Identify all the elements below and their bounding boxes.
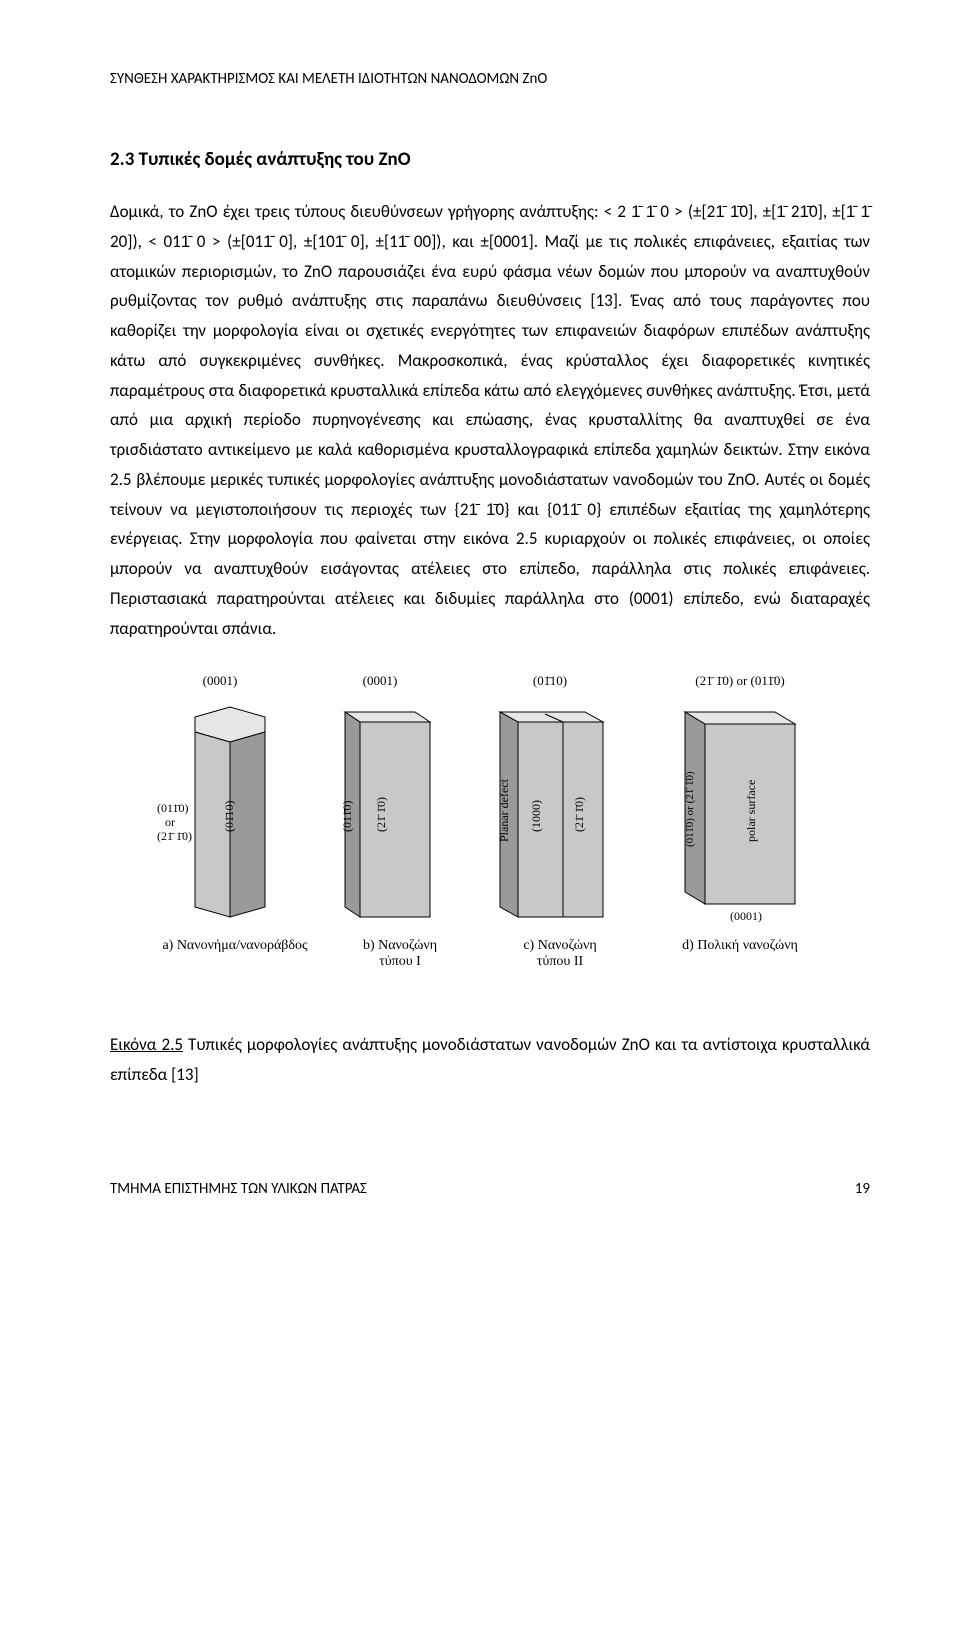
prism-b-svg: (011̄0) (21̄ 1̄0) bbox=[315, 692, 445, 932]
figure-prisms-row: (0001) (011̄0) or (21̄ 1̄0) (0 bbox=[155, 673, 825, 932]
svg-text:Planar defect: Planar defect bbox=[497, 779, 511, 843]
svg-text:(21̄ 1̄0): (21̄ 1̄0) bbox=[374, 797, 388, 832]
prism-a-toplabel: (0001) bbox=[203, 673, 238, 689]
section-heading: 2.3 Τυπικές δομές ανάπτυξης του ZnO bbox=[110, 148, 870, 171]
prism-d-toplabel: (21̄ 1̄0) or (011̄0) bbox=[695, 673, 784, 689]
prism-b-toplabel: (0001) bbox=[363, 673, 398, 689]
caption-c: c) Νανοζώνη τύπου II bbox=[485, 938, 635, 970]
body-paragraph: Δομικά, το ZnO έχει τρεις τύπους διευθύν… bbox=[110, 197, 870, 643]
svg-text:or: or bbox=[165, 815, 175, 829]
svg-text:(1000): (1000) bbox=[529, 800, 543, 832]
footer-left: ΤΜΗΜΑ ΕΠΙΣΤΗΜΗΣ ΤΩΝ ΥΛΙΚΩΝ ΠΑΤΡΑΣ bbox=[110, 1180, 367, 1198]
prism-d-svg: (011̄0) or (21̄ 1̄0) polar surface (0001… bbox=[655, 692, 825, 932]
page-footer: ΤΜΗΜΑ ΕΠΙΣΤΗΜΗΣ ΤΩΝ ΥΛΙΚΩΝ ΠΑΤΡΑΣ 19 bbox=[110, 1180, 870, 1198]
svg-text:(011̄0): (011̄0) bbox=[157, 801, 189, 815]
svg-text:(01̄10): (01̄10) bbox=[222, 801, 236, 833]
prism-b: (0001) (011̄0) (21̄ 1̄0) bbox=[315, 673, 445, 932]
caption-b: b) Νανοζώνη τύπου I bbox=[335, 938, 465, 970]
svg-text:(011̄0): (011̄0) bbox=[340, 801, 354, 833]
prism-d: (21̄ 1̄0) or (011̄0) (011̄0) or (21̄ 1̄0… bbox=[655, 673, 825, 932]
figure-caption-text: Τυπικές μορφολογίες ανάπτυξης μονοδιάστα… bbox=[110, 1034, 870, 1085]
prism-c-toplabel: (01̄10) bbox=[533, 673, 567, 689]
svg-text:(011̄0) or (21̄ 1̄0): (011̄0) or (21̄ 1̄0) bbox=[684, 771, 696, 847]
caption-d: d) Πολική νανοζώνη bbox=[655, 938, 825, 970]
svg-text:polar surface: polar surface bbox=[744, 780, 758, 842]
figure-2-5: (0001) (011̄0) or (21̄ 1̄0) (0 bbox=[155, 673, 825, 970]
svg-text:(21̄ 1̄0): (21̄ 1̄0) bbox=[572, 797, 586, 832]
prism-a: (0001) (011̄0) or (21̄ 1̄0) (0 bbox=[155, 673, 285, 932]
caption-a: a) Νανονήμα/νανοράβδος bbox=[155, 938, 315, 970]
figure-caption-label: Εικόνα 2.5 bbox=[110, 1034, 183, 1055]
svg-text:(21̄ 1̄0): (21̄ 1̄0) bbox=[157, 829, 192, 843]
prism-c: (01̄10) Planar defect (1000) (21̄ 1̄0) bbox=[475, 673, 625, 932]
running-header: ΣΥΝΘΕΣΗ ΧΑΡΑΚΤΗΡΙΣΜΟΣ ΚΑΙ ΜΕΛΕΤΗ ΙΔΙΟΤΗΤ… bbox=[110, 70, 870, 88]
svg-text:(0001): (0001) bbox=[730, 909, 762, 923]
prism-c-svg: Planar defect (1000) (21̄ 1̄0) bbox=[475, 692, 625, 932]
footer-page-number: 19 bbox=[855, 1180, 870, 1198]
figure-caption: Εικόνα 2.5 Τυπικές μορφολογίες ανάπτυξης… bbox=[110, 1030, 870, 1090]
figure-captions-row: a) Νανονήμα/νανοράβδος b) Νανοζώνη τύπου… bbox=[155, 938, 825, 970]
page-container: ΣΥΝΘΕΣΗ ΧΑΡΑΚΤΗΡΙΣΜΟΣ ΚΑΙ ΜΕΛΕΤΗ ΙΔΙΟΤΗΤ… bbox=[0, 0, 960, 1248]
prism-a-svg: (011̄0) or (21̄ 1̄0) (01̄10) bbox=[155, 692, 285, 932]
